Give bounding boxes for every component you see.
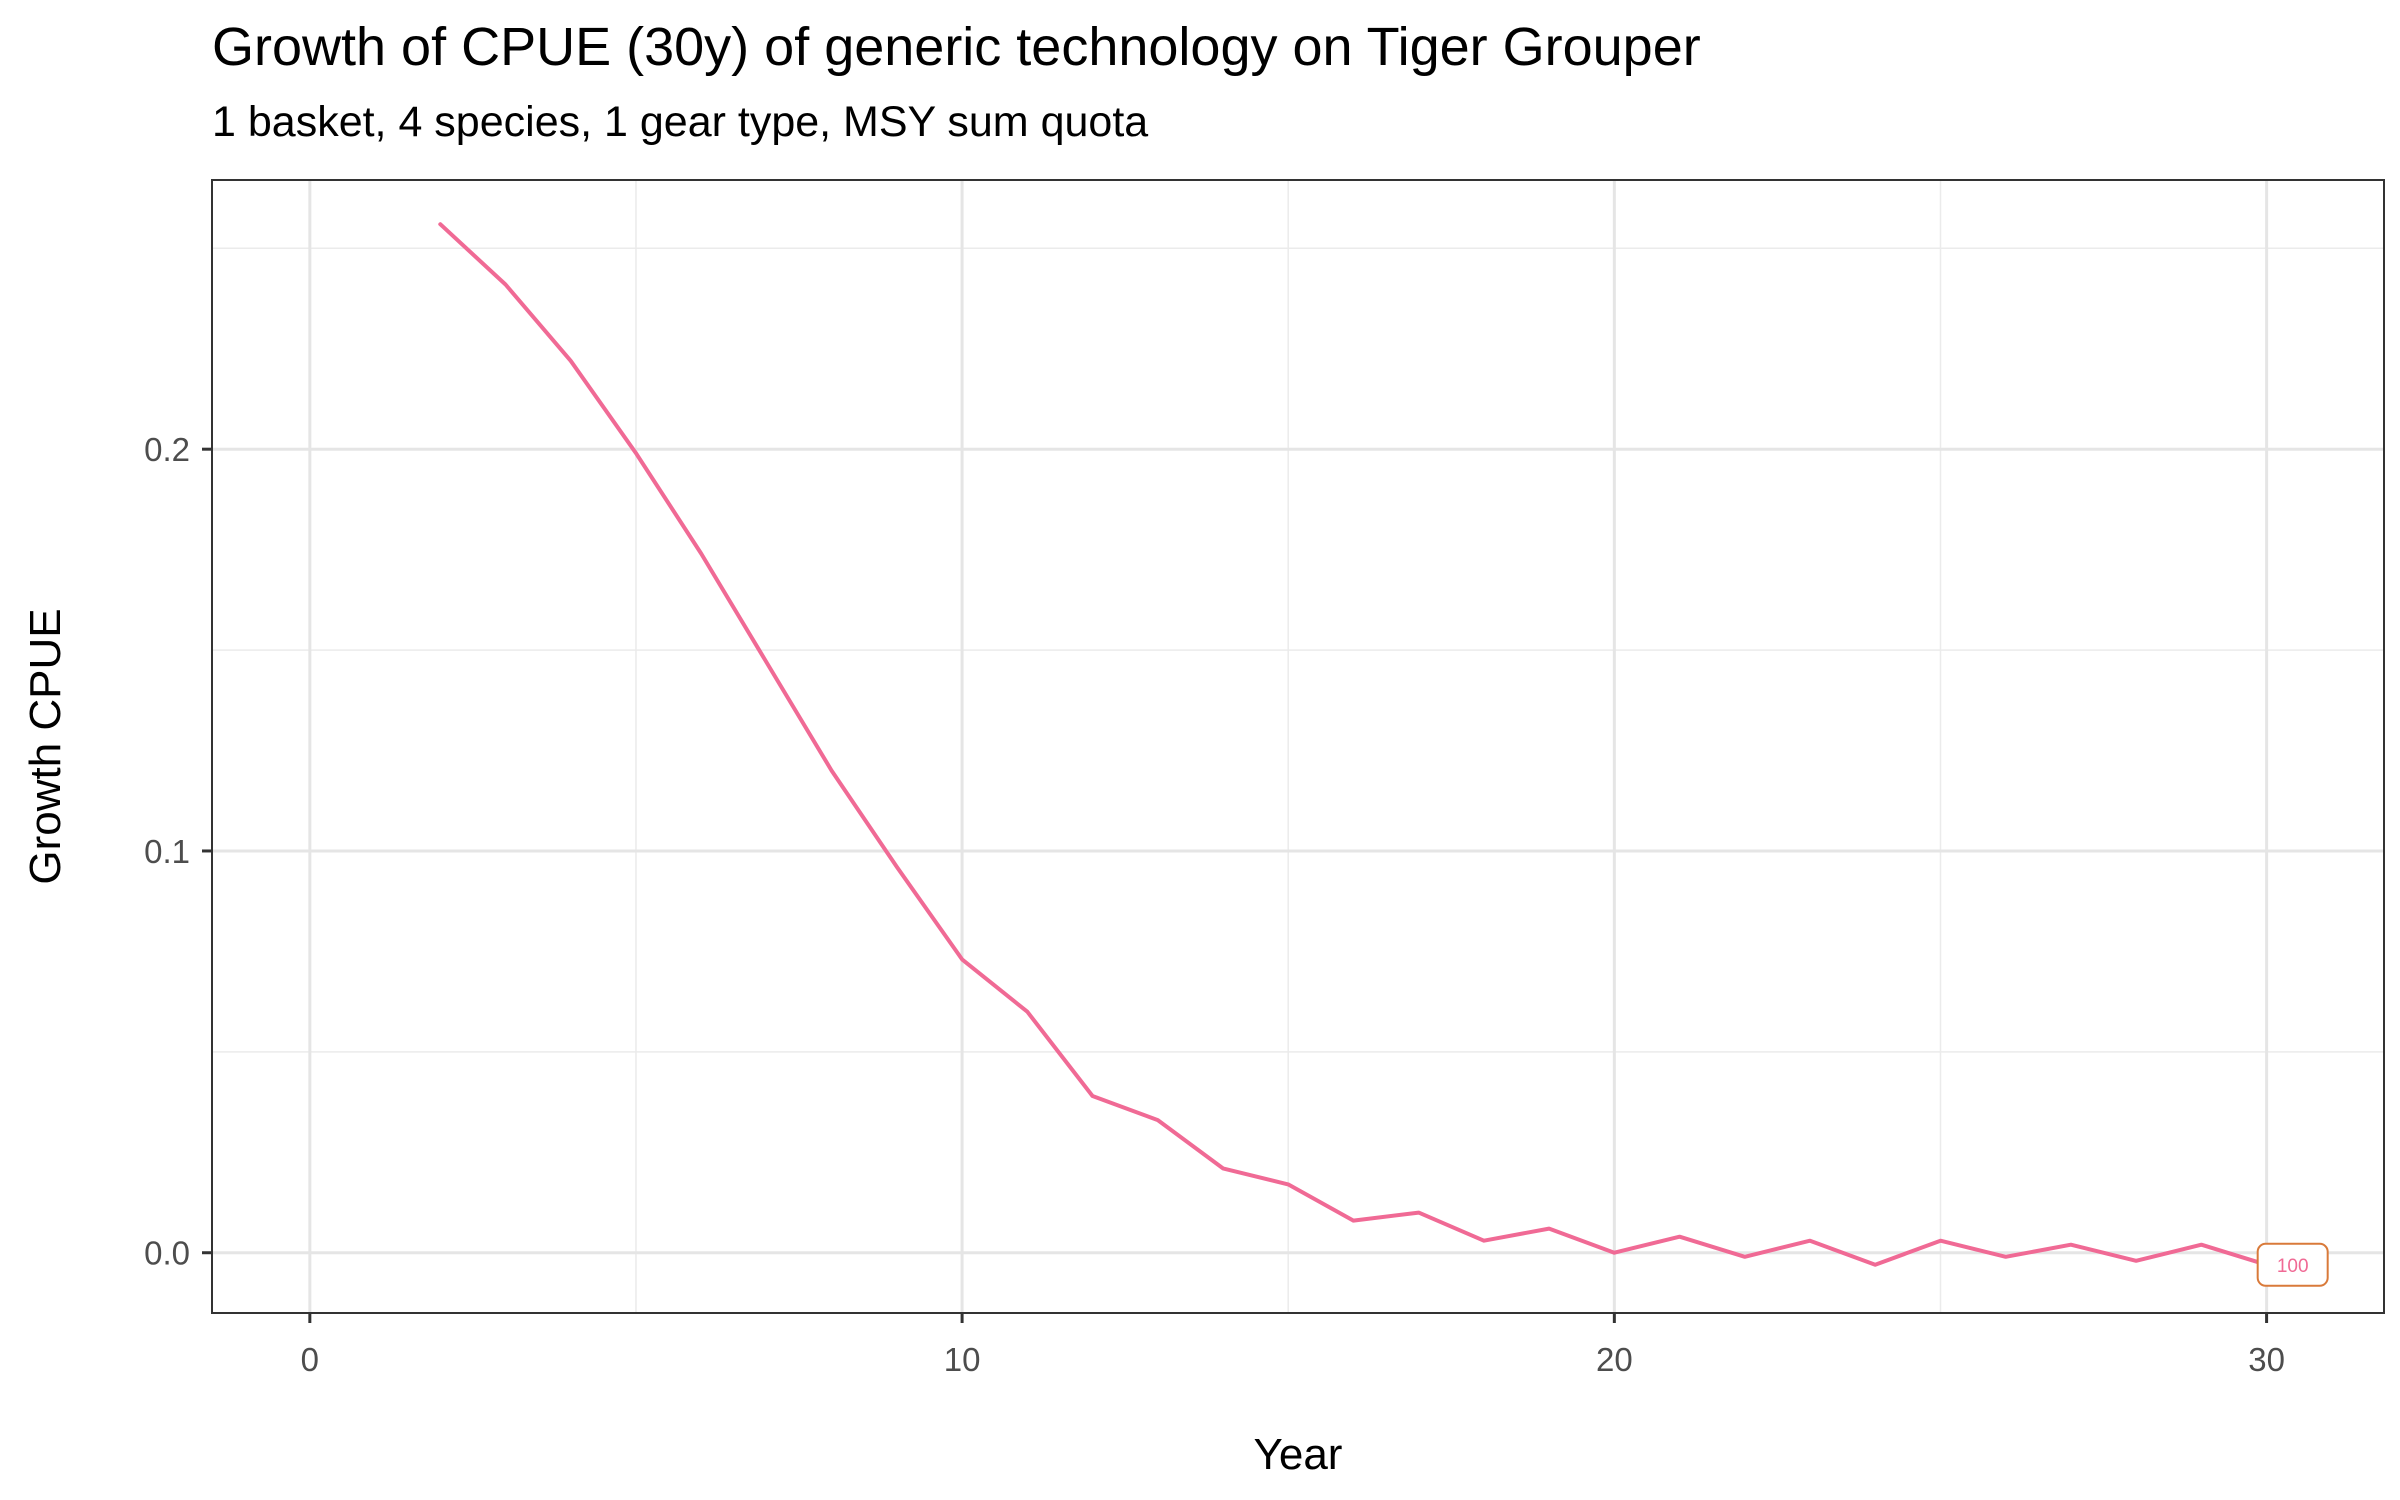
series-layer	[438, 222, 2269, 1267]
axes: 0 10 20 30 0.0 0.1 0.2	[144, 431, 2285, 1378]
y-tick-label: 0.2	[144, 431, 190, 468]
chart-subtitle: 1 basket, 4 species, 1 gear type, MSY su…	[212, 98, 1149, 146]
x-tick-label: 10	[944, 1341, 981, 1378]
y-tick-label: 0.1	[144, 833, 190, 870]
y-axis-title: Growth CPUE	[21, 608, 70, 884]
end-label-layer: 100	[2256, 1242, 2329, 1287]
x-tick-label: 30	[2248, 1341, 2285, 1378]
chart-title: Growth of CPUE (30y) of generic technolo…	[212, 17, 1701, 77]
plot-panel-border	[211, 179, 2385, 1314]
grid-lines	[212, 180, 2384, 1313]
x-tick-label: 20	[1596, 1341, 1633, 1378]
series-line	[438, 222, 2269, 1267]
end-label-box	[2256, 1242, 2329, 1287]
end-label-text: 100	[2277, 1256, 2309, 1277]
y-tick-label: 0.0	[144, 1235, 190, 1272]
x-tick-label: 0	[301, 1341, 319, 1378]
x-axis-title: Year	[1254, 1430, 1343, 1479]
